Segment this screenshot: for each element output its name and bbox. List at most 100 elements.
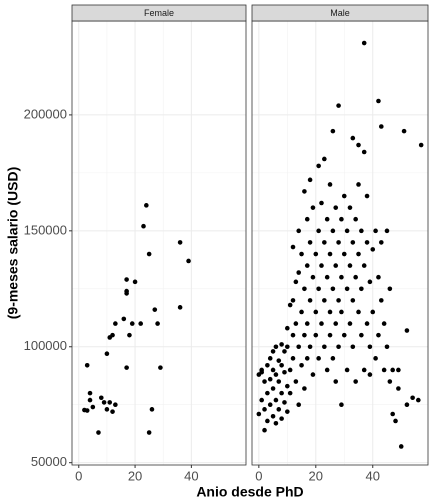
point (361, 263, 367, 268)
point (285, 325, 290, 331)
point (384, 228, 390, 234)
point (113, 321, 118, 326)
point (387, 379, 393, 384)
point (339, 309, 344, 315)
point (364, 321, 370, 326)
point (265, 418, 270, 424)
point (313, 309, 319, 315)
point (265, 390, 270, 396)
point (373, 228, 378, 234)
point (344, 367, 350, 373)
point (307, 344, 313, 350)
point (384, 344, 390, 350)
point (319, 263, 324, 268)
point (333, 205, 339, 210)
point (293, 379, 299, 384)
point (336, 298, 341, 303)
point (307, 240, 313, 245)
point (290, 298, 296, 303)
y-tick-label: 150000 (24, 222, 67, 237)
x-tick-label: 40 (184, 468, 198, 483)
point (339, 216, 344, 222)
point (186, 258, 191, 264)
point (84, 408, 90, 413)
point (282, 349, 287, 354)
point (121, 316, 127, 322)
point (113, 402, 118, 408)
point (376, 332, 381, 338)
point (370, 247, 376, 252)
point (299, 309, 304, 315)
point (132, 279, 138, 285)
point (273, 344, 279, 350)
x-tick-label: 0 (255, 468, 262, 483)
point (302, 332, 307, 338)
y-tick-label: 50000 (31, 454, 67, 469)
strip-label: Male (330, 8, 350, 18)
point (396, 367, 401, 373)
point (324, 274, 330, 280)
point (287, 390, 293, 396)
point (313, 251, 319, 257)
point (344, 228, 350, 234)
point (152, 307, 158, 312)
point (396, 386, 401, 391)
point (390, 367, 395, 373)
point (339, 402, 344, 408)
point (304, 356, 310, 361)
point (393, 418, 398, 424)
point (330, 356, 336, 361)
point (149, 407, 155, 412)
point (404, 402, 410, 408)
point (177, 240, 183, 245)
point (273, 372, 279, 377)
point (378, 298, 384, 303)
point (313, 332, 319, 338)
point (262, 407, 267, 412)
point (87, 390, 93, 396)
point (84, 363, 90, 368)
point (353, 379, 358, 384)
point (330, 286, 336, 292)
point (104, 407, 110, 412)
point (285, 383, 290, 389)
point (267, 356, 273, 361)
point (259, 397, 264, 403)
point (158, 365, 163, 370)
point (287, 302, 293, 308)
point (390, 411, 395, 417)
point (256, 411, 262, 417)
point (381, 321, 387, 326)
point (416, 397, 421, 403)
point (333, 263, 339, 268)
point (304, 216, 310, 222)
point (310, 205, 316, 210)
point (324, 216, 330, 222)
point (319, 200, 324, 206)
point (279, 416, 284, 421)
point (302, 386, 307, 391)
point (282, 400, 287, 405)
point (350, 344, 356, 350)
point (101, 400, 107, 405)
point (333, 379, 339, 384)
point (322, 298, 327, 303)
point (138, 321, 143, 326)
point (127, 332, 132, 338)
point (276, 407, 282, 412)
point (327, 251, 333, 257)
point (356, 182, 361, 187)
point (273, 420, 279, 426)
point (316, 356, 321, 361)
point (356, 251, 361, 257)
point (287, 367, 293, 373)
point (361, 40, 367, 46)
point (322, 344, 327, 350)
point (327, 182, 333, 187)
point (404, 328, 410, 333)
point (296, 402, 302, 408)
point (322, 156, 327, 162)
point (356, 142, 361, 148)
point (146, 251, 152, 257)
point (302, 286, 307, 292)
